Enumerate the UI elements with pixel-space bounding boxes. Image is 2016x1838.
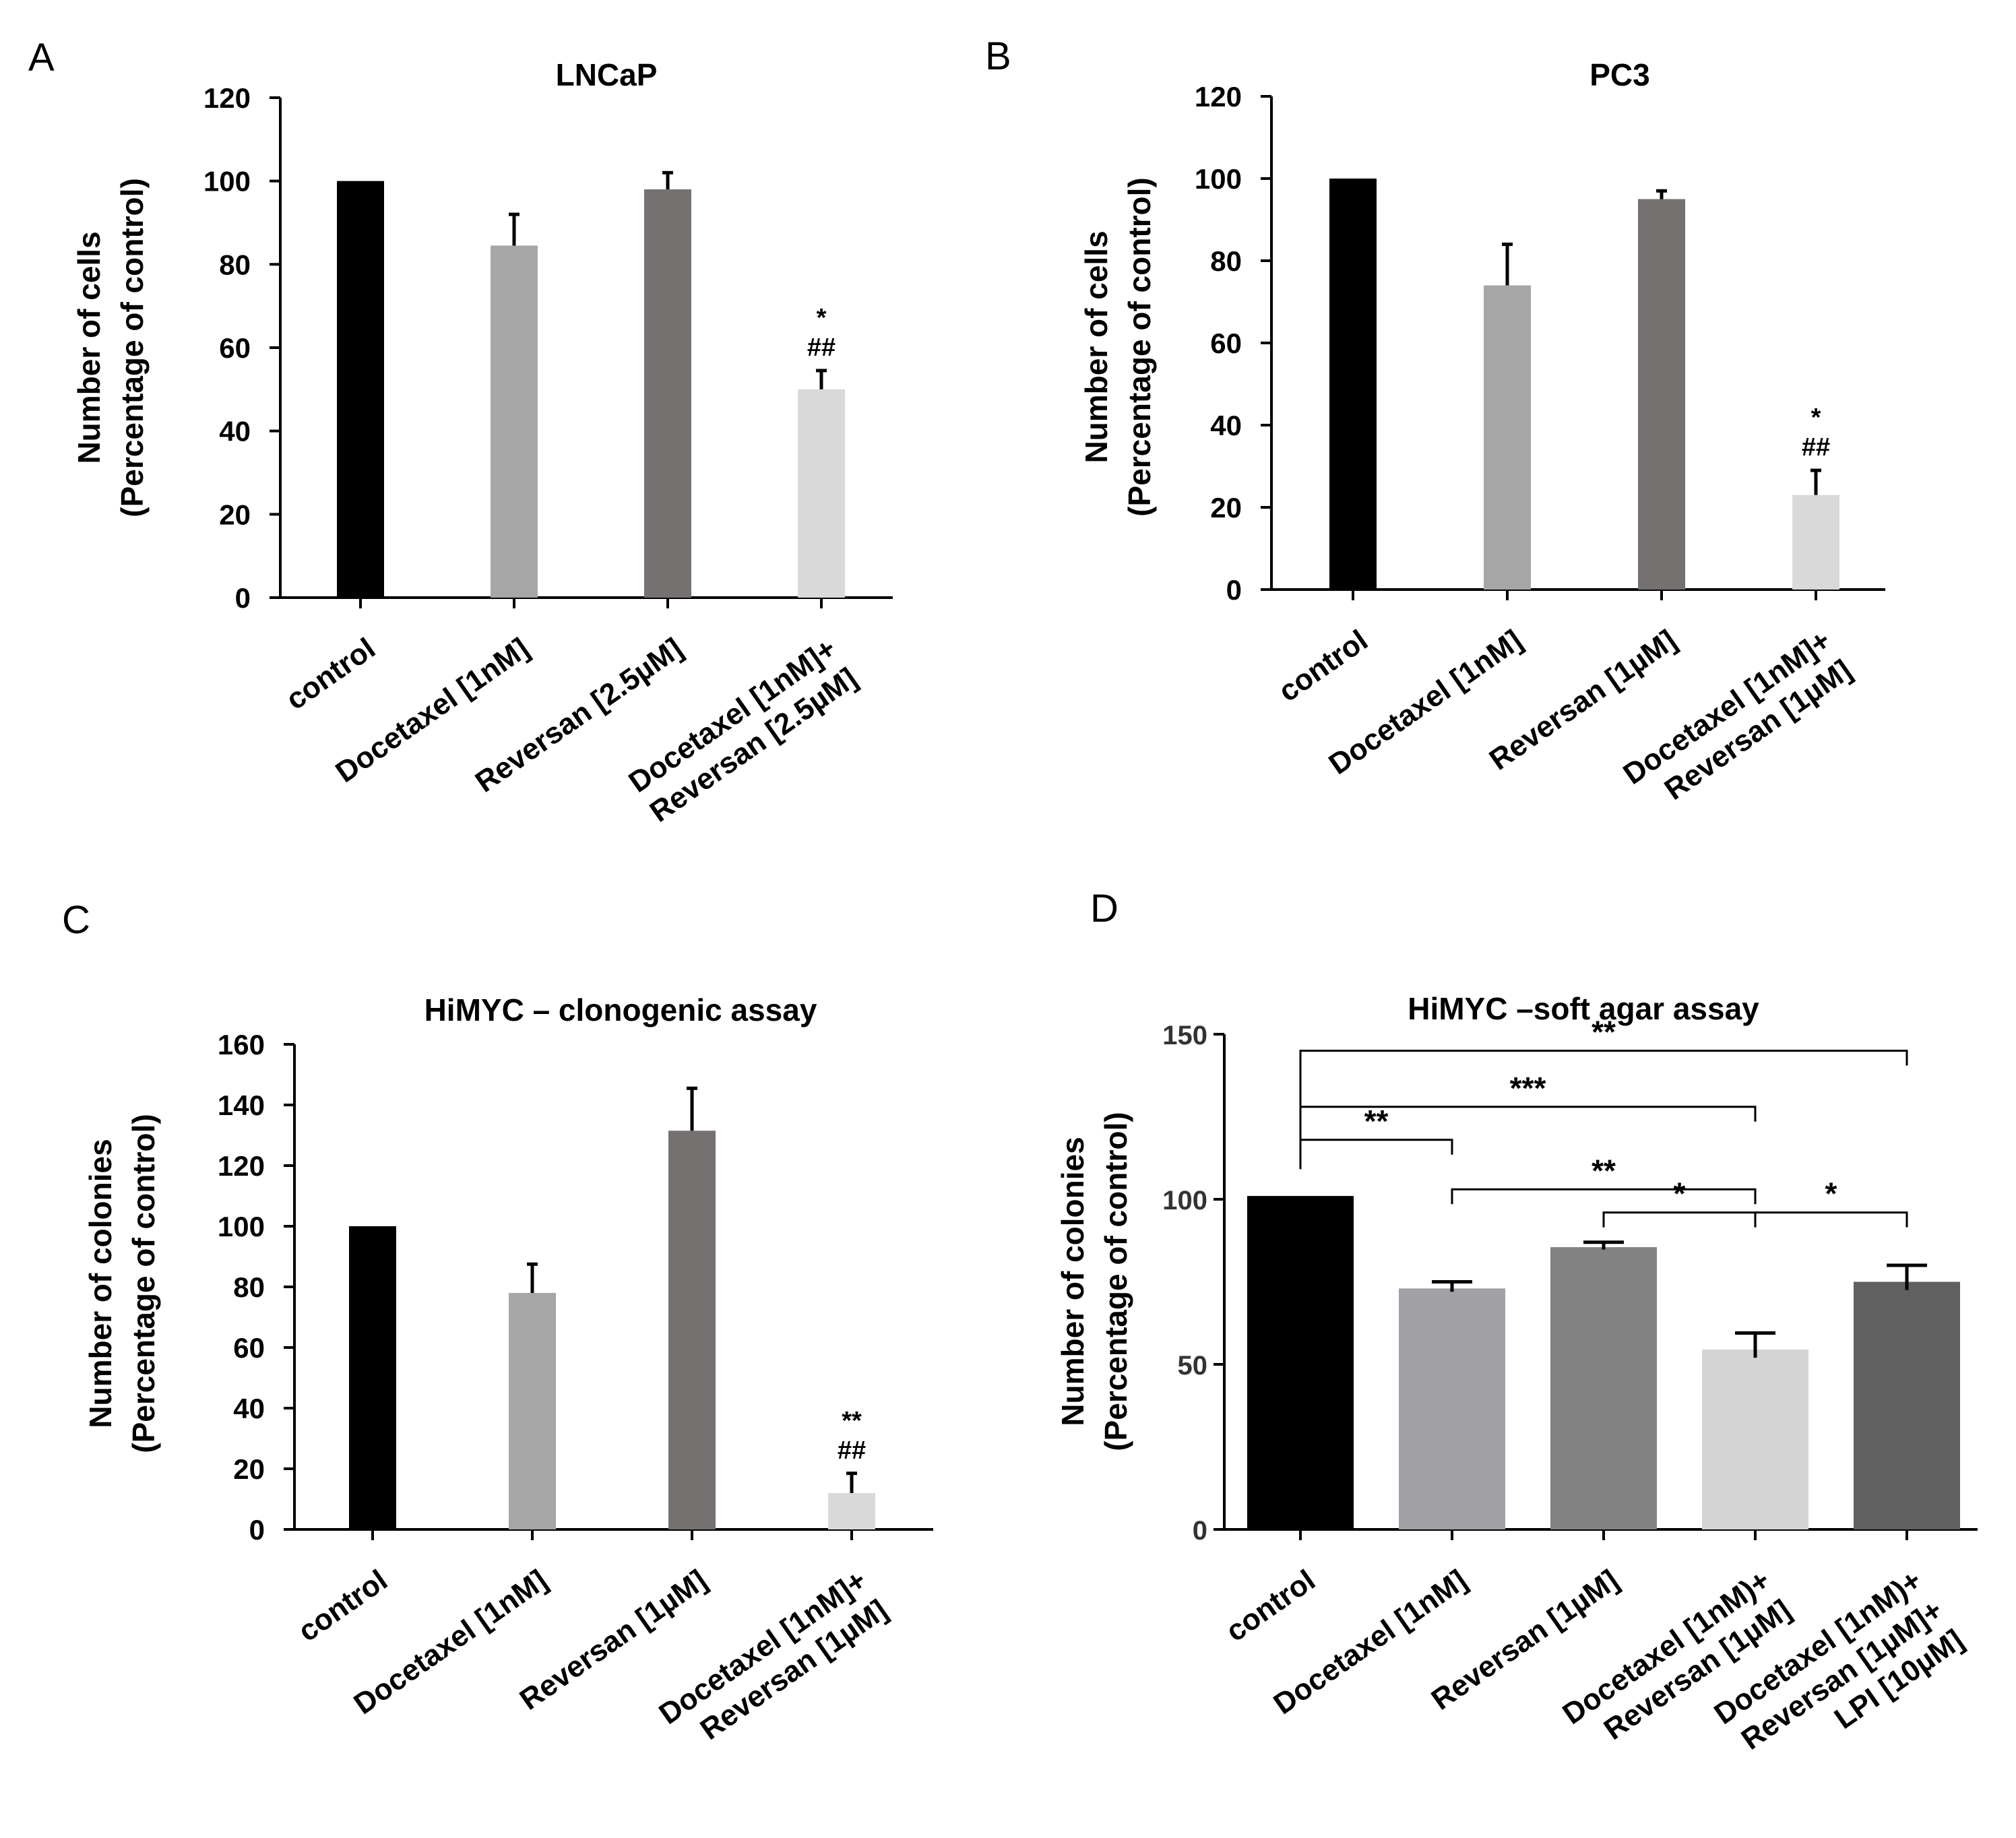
chart-title: LNCaP [556, 57, 658, 92]
bar [491, 245, 538, 598]
significance-label: * [1811, 404, 1821, 432]
y-axis-title-line2: (Percentage of control) [115, 178, 150, 517]
y-tick-label: 150 [1162, 1021, 1207, 1050]
panel-letter: C [62, 898, 90, 942]
panel-letter: B [985, 34, 1011, 78]
y-tick-label: 120 [218, 1150, 265, 1182]
y-tick-label: 120 [203, 82, 251, 114]
bar [1550, 1247, 1657, 1529]
significance-label: ** [1592, 1015, 1616, 1050]
significance-bracket [1299, 1139, 1453, 1170]
significance-bracket [1299, 1050, 1908, 1170]
bar [644, 189, 691, 598]
y-axis-title-line2: (Percentage of control) [126, 1114, 161, 1453]
bar [337, 181, 384, 598]
y-tick-label: 120 [1195, 81, 1242, 113]
chart-title: PC3 [1589, 57, 1649, 92]
y-tick-label: 100 [1162, 1186, 1207, 1215]
bar [1484, 285, 1531, 590]
y-axis-title-line1: Number of colonies [1055, 1137, 1090, 1426]
significance-label: ** [842, 1407, 862, 1435]
y-tick-label: 40 [219, 416, 251, 447]
y-axis-title-line1: Number of cells [71, 231, 106, 464]
significance-label: ## [1802, 433, 1830, 462]
bar [1854, 1281, 1960, 1529]
panel-d: D HiMYC –soft agar assay Number of colonie… [1055, 887, 1978, 1756]
y-tick-label: 20 [219, 499, 251, 530]
y-tick-label: 40 [233, 1393, 265, 1424]
category-label: control [1273, 624, 1374, 709]
panel-a: A LNCaP Number of cells (Percentage of cont… [28, 36, 893, 829]
chart-title: HiMYC –soft agar assay [1408, 991, 1759, 1026]
bar [798, 389, 845, 598]
significance-bracket [1451, 1188, 1757, 1205]
y-axis-title-line2: (Percentage of control) [1122, 177, 1157, 517]
significance-label: * [1825, 1176, 1837, 1211]
panel-b: B PC3 Number of cells (Percentage of contro… [985, 34, 1885, 806]
y-tick-label: 160 [218, 1029, 265, 1060]
y-tick-label: 60 [219, 332, 251, 364]
significance-bracket [1602, 1211, 1757, 1228]
bar [1399, 1288, 1505, 1529]
y-tick-label: 80 [233, 1271, 265, 1303]
bar [1638, 199, 1685, 590]
significance-bracket [1299, 1106, 1757, 1170]
y-tick-label: 20 [233, 1453, 265, 1485]
y-tick-label: 20 [1210, 492, 1242, 524]
significance-label: *** [1510, 1071, 1546, 1106]
significance-label: * [1674, 1176, 1686, 1211]
y-tick-label: 140 [218, 1089, 265, 1121]
panel-letter: A [28, 36, 55, 80]
bar [1792, 495, 1839, 590]
panel-letter: D [1090, 887, 1119, 930]
y-tick-label: 100 [1195, 163, 1242, 195]
category-label: control [292, 1564, 393, 1649]
significance-label: ** [1592, 1153, 1616, 1188]
bar [668, 1131, 716, 1529]
category-label-line: control [1220, 1564, 1321, 1649]
y-tick-label: 0 [235, 582, 251, 614]
y-tick-label: 40 [1210, 410, 1242, 441]
significance-label: ** [1364, 1104, 1389, 1139]
chart-title: HiMYC – clonogenic assay [424, 992, 817, 1027]
y-tick-label: 60 [233, 1332, 265, 1364]
y-tick-label: 60 [1210, 327, 1242, 359]
category-label: control [1220, 1564, 1321, 1649]
significance-label: ## [838, 1436, 866, 1465]
y-axis-title-line2: (Percentage of control) [1098, 1112, 1133, 1451]
y-tick-label: 80 [1210, 245, 1242, 277]
y-tick-label: 50 [1178, 1351, 1208, 1381]
y-axis-title-line1: Number of cells [1079, 230, 1114, 463]
significance-bracket [1754, 1211, 1908, 1228]
y-tick-label: 100 [203, 166, 251, 197]
bar [828, 1493, 875, 1529]
y-tick-label: 80 [219, 249, 251, 280]
category-label-line: control [280, 632, 381, 717]
category-label: control [280, 632, 381, 717]
y-axis-title-line1: Number of colonies [83, 1139, 118, 1428]
panel-c: C HiMYC – clonogenic assay Number of colon… [62, 898, 933, 1746]
significance-label: * [817, 304, 827, 332]
y-tick-label: 100 [218, 1211, 265, 1242]
bar [349, 1226, 396, 1529]
bar [509, 1293, 556, 1529]
y-tick-label: 0 [1193, 1516, 1207, 1546]
y-tick-label: 0 [249, 1514, 265, 1546]
category-label-line: control [1273, 624, 1374, 709]
bar [1702, 1349, 1808, 1529]
bar [1329, 179, 1377, 590]
y-tick-label: 0 [1226, 574, 1242, 606]
significance-label: ## [807, 334, 836, 362]
bar [1247, 1196, 1354, 1529]
category-label-line: control [292, 1564, 393, 1649]
